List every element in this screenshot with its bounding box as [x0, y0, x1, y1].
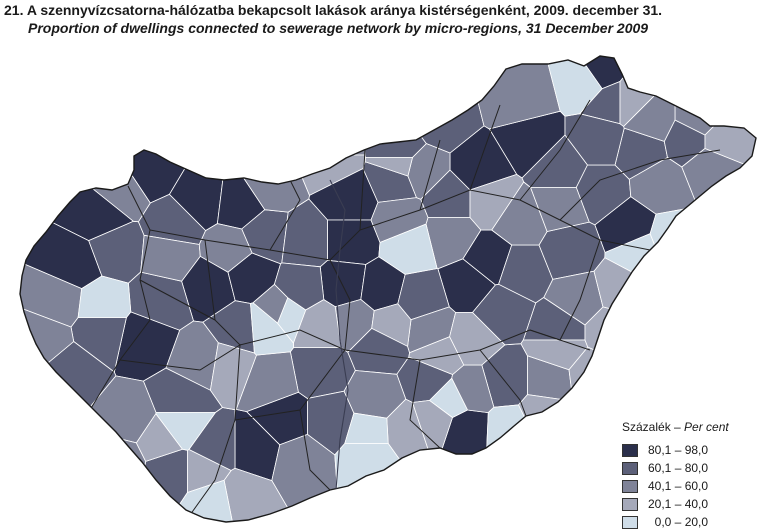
micro-region	[358, 56, 485, 154]
micro-region	[530, 187, 590, 232]
micro-region	[364, 60, 427, 158]
legend-item: 60,1 – 80,0	[622, 460, 772, 476]
micro-region	[469, 173, 525, 231]
legend-label: 80,1 – 98,0	[648, 443, 709, 457]
county-borders	[89, 99, 721, 516]
river-danube	[329, 179, 349, 491]
micro-region	[250, 302, 295, 356]
title-hungarian: 21. A szennyvízcsatorna-hálózatba bekapc…	[4, 2, 663, 18]
micro-region	[593, 257, 717, 336]
legend-label: 60,1 – 80,0	[648, 461, 709, 475]
legend-swatch	[622, 497, 638, 511]
micro-region	[131, 448, 188, 522]
micro-region	[327, 219, 381, 265]
micro-region	[649, 206, 756, 380]
micro-region	[371, 303, 412, 347]
hungary-micro-regions-map	[19, 55, 757, 523]
title-english: Proportion of dwellings connected to sew…	[28, 20, 649, 36]
micro-region	[20, 426, 147, 522]
legend-item: 40,1 – 60,0	[622, 478, 772, 494]
micro-region	[198, 223, 253, 273]
micro-region	[20, 56, 151, 223]
micro-region	[155, 412, 217, 451]
legend-label: 20,1 – 40,0	[648, 497, 709, 511]
legend-item: 80,1 – 98,0	[622, 442, 772, 458]
legend-swatch	[622, 479, 638, 493]
micro-region	[77, 275, 132, 318]
legend-swatch	[622, 443, 638, 457]
legend-item: 20,1 – 40,0	[622, 496, 772, 512]
legend: Százalék – Per cent 80,1 – 98,0 60,1 – 80…	[622, 420, 772, 532]
micro-region	[334, 443, 442, 522]
legend-swatch	[622, 461, 638, 475]
micro-region	[674, 56, 756, 136]
legend-item: 0,0 – 20,0	[622, 514, 772, 530]
micro-region	[428, 377, 469, 418]
micro-region	[378, 223, 438, 275]
micro-region	[482, 404, 581, 522]
legend-swatch	[622, 515, 638, 529]
micro-region	[40, 56, 186, 204]
legend-title: Százalék – Per cent	[622, 420, 729, 434]
legend-label: 0,0 – 20,0	[648, 515, 709, 529]
micro-region	[471, 283, 537, 346]
map-title: 21. A szennyvízcsatorna-hálózatba bekapc…	[4, 1, 776, 37]
micro-region	[407, 143, 451, 200]
micro-region	[449, 312, 506, 366]
micro-region	[269, 56, 366, 156]
micro-region	[277, 297, 307, 344]
micro-region	[584, 306, 756, 434]
micro-region	[20, 113, 135, 242]
legend-label: 40,1 – 60,0	[648, 479, 709, 493]
micro-region	[114, 56, 277, 173]
